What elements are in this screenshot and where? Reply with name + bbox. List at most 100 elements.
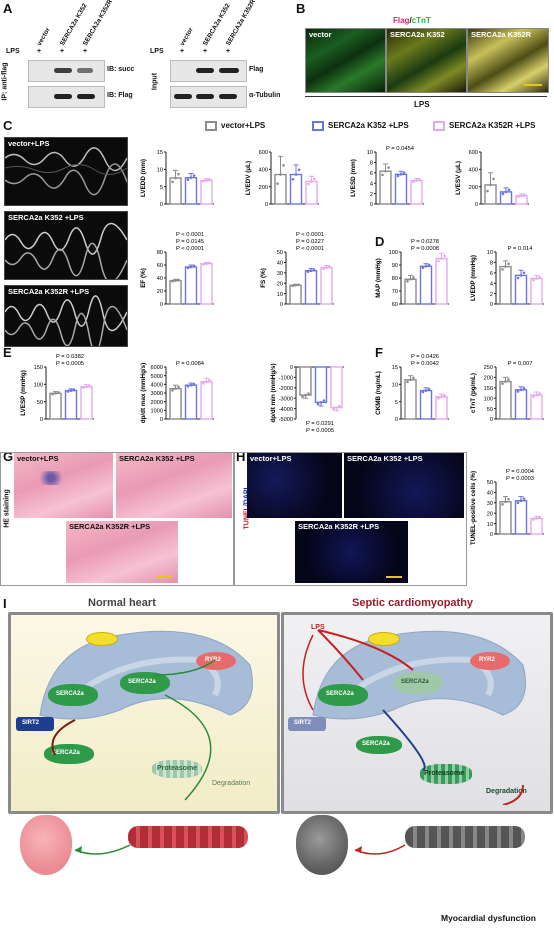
data-point [535, 517, 538, 520]
y-tick-label: 100 [34, 383, 43, 389]
chart-lvesd: 0 2 4 6 8 10 LVESD (mm) P = 0.0454 [350, 140, 430, 229]
p-value-annotation: P < 0.0001 [296, 232, 324, 238]
data-point [412, 276, 415, 279]
y-tick-label: 6 [370, 171, 373, 177]
data-point [381, 173, 384, 177]
serca-normal-2: SERCA2a [120, 672, 170, 694]
panel-g-frame [0, 452, 235, 586]
y-tick-label: 200 [469, 185, 478, 191]
legend-label-k352r: SERCA2a K352R +LPS [449, 121, 536, 130]
data-point [202, 263, 205, 266]
y-tick-label: 30 [277, 271, 283, 277]
ca-cluster-septic [368, 632, 400, 646]
y-axis-label: EF (%) [140, 268, 147, 288]
y-tick-label: 100 [389, 250, 398, 256]
y-tick-label: -5000 [279, 417, 293, 423]
y-axis-label: LVESV (μL) [455, 161, 462, 195]
data-point [57, 391, 60, 394]
data-point [306, 270, 310, 274]
y-tick-label: 10 [277, 292, 283, 298]
bar [435, 396, 448, 420]
data-point [504, 380, 507, 383]
y-axis-label: MAP (mmHg) [375, 258, 382, 297]
ryr2-septic: RYR2 [470, 652, 510, 670]
data-point [412, 376, 415, 380]
y-tick-label: 5 [395, 400, 398, 406]
title-ctnt: cTnT [411, 16, 431, 25]
y-tick-label: 10 [392, 383, 398, 389]
y-tick-label: 40 [277, 261, 283, 267]
bar [435, 257, 448, 305]
ryr2-label-normal: RYR2 [205, 657, 221, 663]
ip-anti-flag-label: IP: anti-flag [1, 62, 9, 101]
data-point [519, 274, 523, 277]
data-point [186, 384, 190, 388]
panel-h-frame [233, 452, 467, 586]
y-tick-label: 5 [160, 185, 163, 191]
data-point [338, 404, 341, 408]
he-scale-bar [156, 576, 172, 578]
data-point [516, 501, 520, 505]
echo-image-k352: SERCA2a K352 +LPS [4, 211, 128, 280]
data-point [519, 499, 523, 503]
data-point [440, 257, 443, 260]
data-point [177, 278, 180, 282]
y-tick-label: 4 [490, 281, 493, 287]
data-point [421, 390, 425, 394]
y-axis-label: LVEDP (mmHg) [470, 255, 477, 301]
y-axis-label: LVEDV (μL) [245, 161, 252, 195]
data-point [291, 284, 294, 288]
data-point [402, 171, 406, 175]
y-tick-label: 600 [469, 150, 478, 156]
lps-underline [305, 96, 547, 97]
y-tick-label: -2000 [279, 386, 293, 392]
chart-lvedp: 0 2 4 6 8 10 LVEDP (mmHg) P = 0.014 [470, 240, 550, 329]
y-axis-label: dp/dt max (mmHg/s) [140, 363, 147, 424]
data-point [421, 266, 425, 269]
plus-5: + [203, 48, 208, 55]
data-point [294, 283, 297, 287]
data-point [532, 518, 535, 521]
data-point [291, 178, 295, 181]
data-point [66, 390, 70, 393]
legend-swatch-vector [205, 121, 217, 131]
y-axis-label: LVESP (mmHg) [20, 370, 27, 416]
data-point [307, 392, 310, 395]
chart-legend: vector+LPS SERCA2a K352 +LPS SERCA2a K35… [205, 120, 553, 134]
y-tick-label: -1000 [279, 376, 293, 382]
data-point [520, 194, 523, 198]
chart-map: 60 70 80 90 100 MAP (mmHg) P = 0.0008 P = 0.027… [375, 239, 455, 329]
ryr2-label-septic: RYR2 [479, 657, 495, 663]
chart-lvesp: 0 50 100 150 LVESP (mmHg) P = 0.0005 P = 0.038… [20, 354, 100, 444]
data-point [192, 264, 196, 268]
legend-swatch-k352r [433, 121, 445, 131]
data-point [276, 182, 279, 185]
data-point [538, 516, 541, 519]
panel-label-i: I [3, 596, 7, 611]
tubulin-label: α-Tubulin [249, 92, 281, 99]
blot-succ [28, 60, 105, 82]
data-point [522, 387, 526, 390]
y-tick-label: 50 [487, 407, 493, 413]
data-point [171, 389, 174, 392]
proteasome-label-normal: Proteasome [157, 765, 198, 772]
data-point [399, 173, 403, 176]
bar-chart-svg: 0 1000 2000 3000 4000 5000 6000 dp/dt max (mmHg… [140, 361, 214, 424]
y-tick-label: 60 [157, 263, 163, 269]
legend-label-k352: SERCA2a K352 +LPS [328, 121, 409, 130]
y-tick-label: 15 [392, 365, 398, 371]
serca-label-1: SERCA2a [56, 691, 84, 697]
proteasome-label-septic: Proteasome [424, 770, 465, 777]
sirt2-septic: SIRT2 [288, 717, 326, 731]
serca-normal-1: SERCA2a [48, 684, 98, 706]
title-flag: Flag [393, 16, 410, 25]
bar [200, 263, 213, 305]
p-value-annotation: P < 0.0001 [176, 246, 204, 252]
data-point [443, 254, 446, 258]
y-tick-label: 5000 [151, 374, 163, 380]
data-point [205, 262, 208, 265]
data-point [384, 169, 387, 173]
data-point [307, 182, 310, 186]
